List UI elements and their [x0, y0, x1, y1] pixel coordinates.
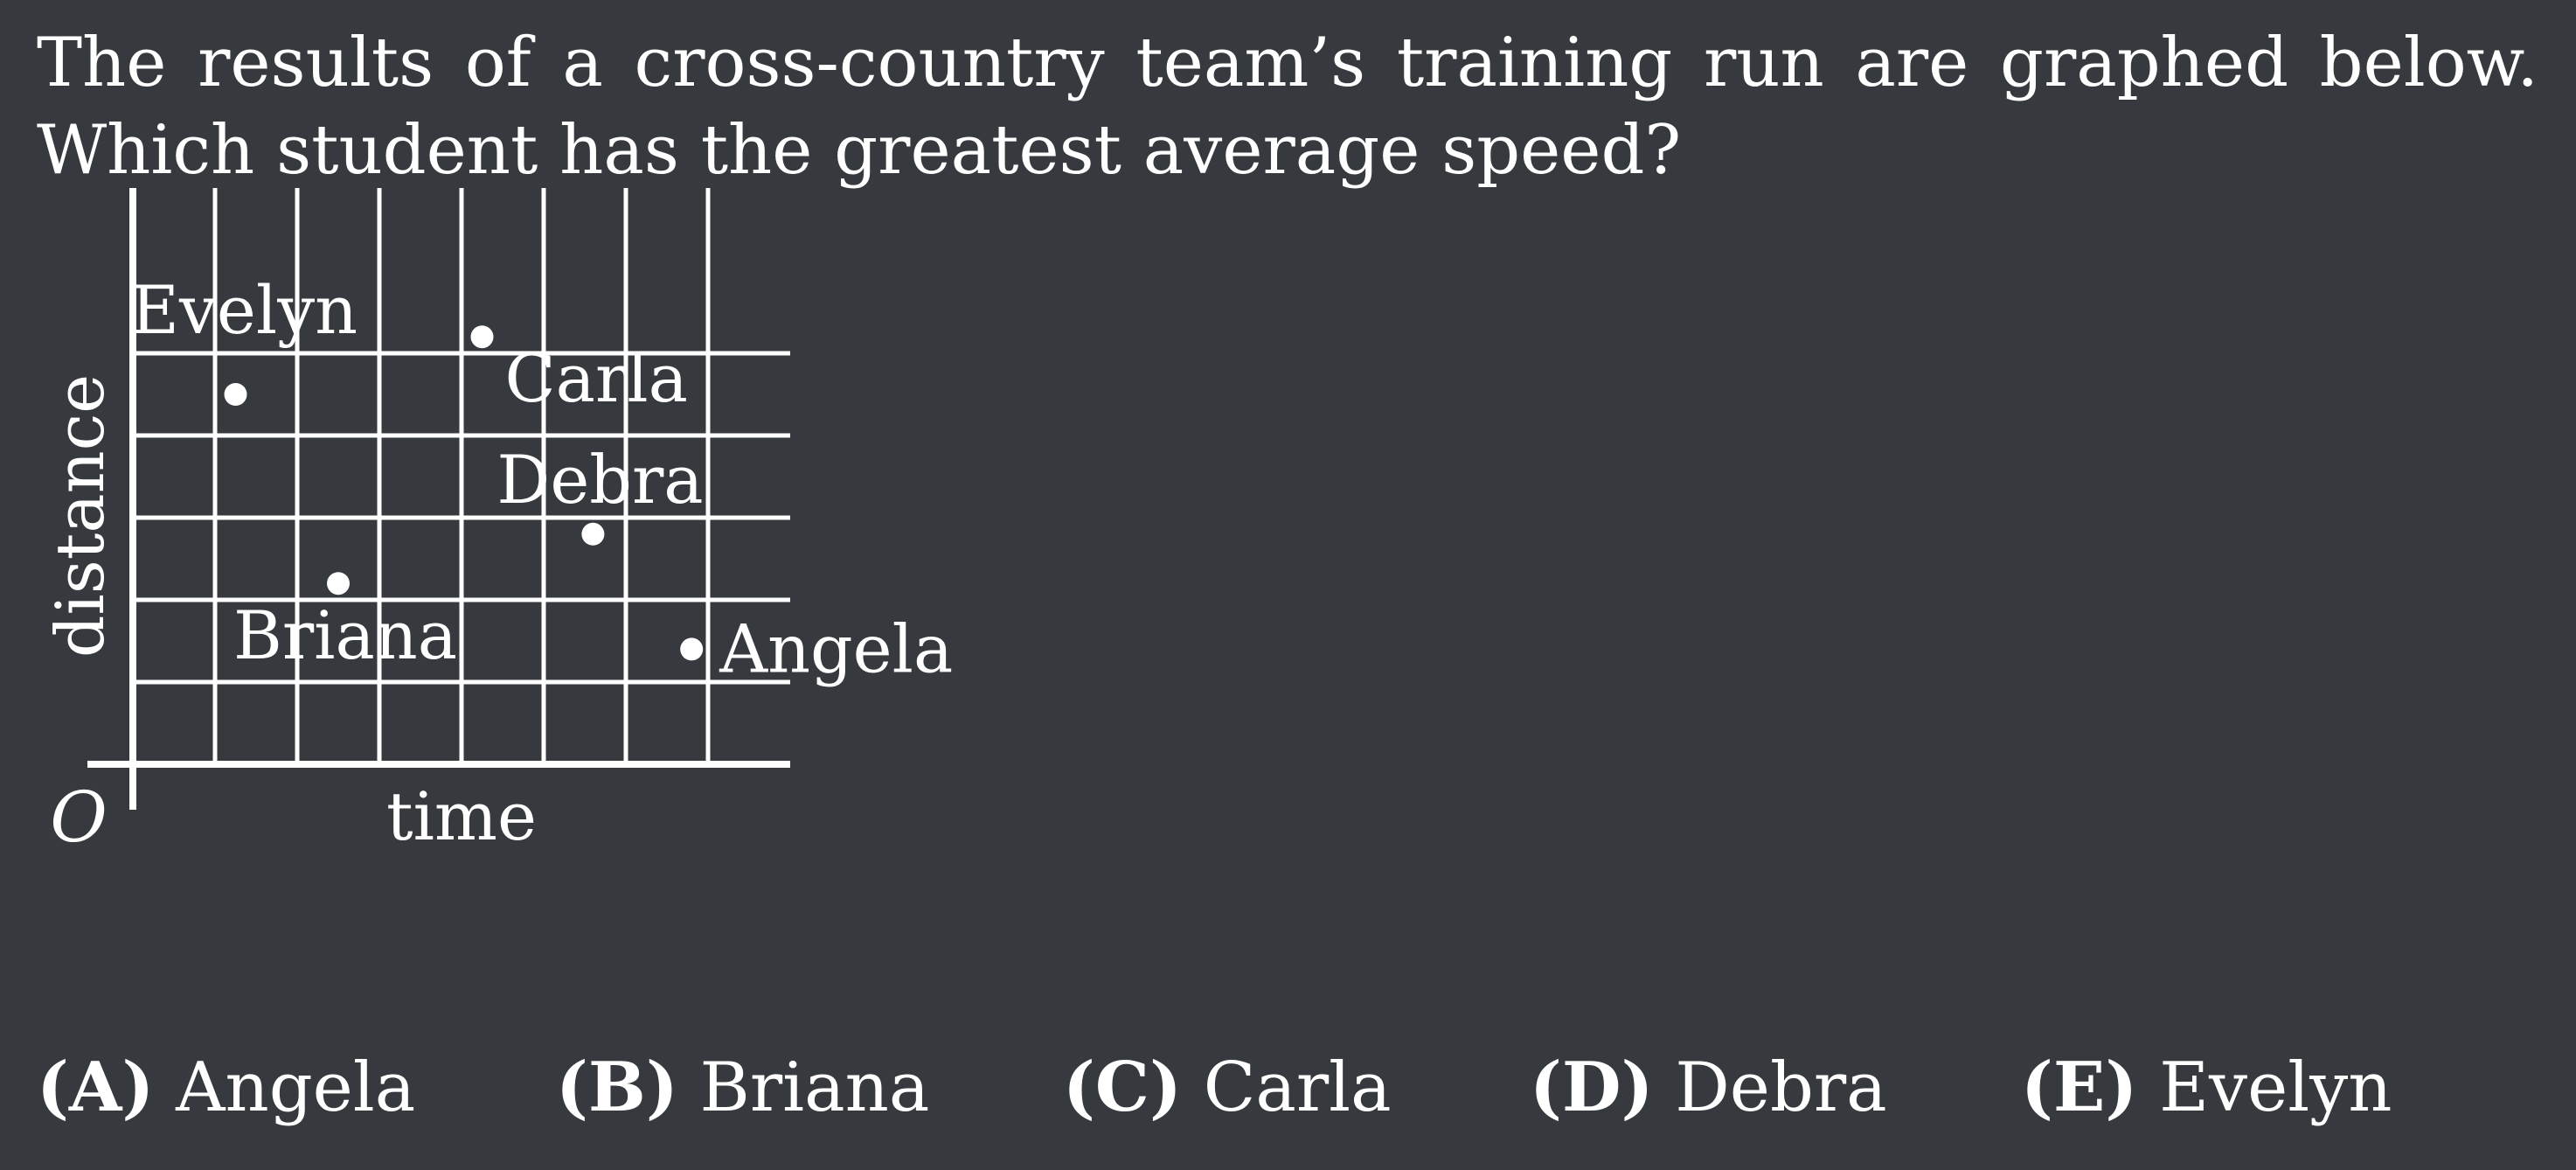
point-carla	[470, 325, 494, 349]
point-label-evelyn: Evelyn	[131, 271, 358, 349]
answer-choices: (A) Angela (B) Briana (C) Carla (D) Debr…	[0, 1048, 2576, 1135]
y-axis-label: distance	[41, 374, 119, 658]
choice-text: Briana	[699, 1048, 930, 1127]
chart-grid	[133, 188, 790, 764]
point-briana	[327, 572, 350, 595]
point-label-angela: Angela	[719, 609, 953, 687]
choice-text: Evelyn	[2159, 1048, 2392, 1127]
point-evelyn	[224, 383, 247, 406]
choice-letter: (B)	[556, 1048, 678, 1127]
point-label-debra: Debra	[496, 441, 703, 519]
point-label-briana: Briana	[233, 596, 457, 674]
choice-text: Angela	[176, 1048, 416, 1127]
question-text: The results of a cross-country team’s tr…	[37, 24, 2538, 190]
choice-b[interactable]: (B) Briana	[556, 1048, 929, 1127]
choice-a[interactable]: (A) Angela	[37, 1048, 415, 1127]
origin-label: O	[50, 777, 108, 858]
choice-letter: (A)	[37, 1048, 155, 1127]
point-debra	[581, 522, 605, 546]
chart-points: Evelyn Carla Debra Briana Angela	[131, 271, 954, 687]
choice-text: Debra	[1675, 1048, 1887, 1127]
x-axis-label: time	[386, 777, 537, 855]
point-label-carla: Carla	[505, 339, 688, 417]
point-angela	[680, 637, 704, 661]
choice-text: Carla	[1203, 1048, 1392, 1127]
choice-d[interactable]: (D) Debra	[1530, 1048, 1887, 1127]
choice-letter: (E)	[2021, 1048, 2138, 1127]
choice-c[interactable]: (C) Carla	[1063, 1048, 1392, 1127]
choice-letter: (C)	[1063, 1048, 1182, 1127]
choice-e[interactable]: (E) Evelyn	[2021, 1048, 2392, 1127]
choice-letter: (D)	[1530, 1048, 1654, 1127]
chart-axes	[87, 188, 790, 810]
